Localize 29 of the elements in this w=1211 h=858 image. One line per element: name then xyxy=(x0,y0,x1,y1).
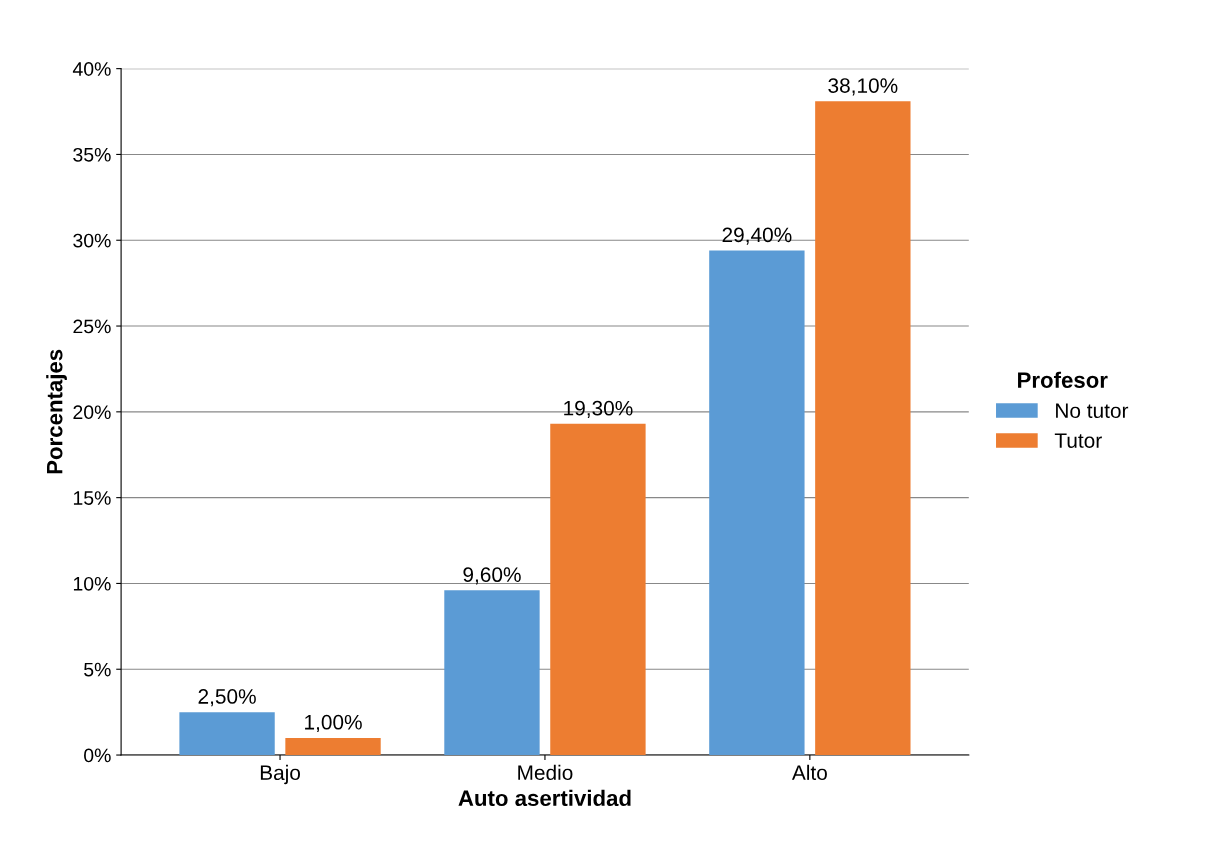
data-label: 29,40% xyxy=(722,227,792,245)
bar xyxy=(285,737,381,756)
bar xyxy=(444,590,540,756)
x-tick-label: Alto xyxy=(791,764,827,781)
bar xyxy=(550,423,646,756)
y-tick-label: 20% xyxy=(73,405,111,420)
bar xyxy=(815,101,911,756)
y-tick-label: 40% xyxy=(72,62,111,76)
y-tick-label: 30% xyxy=(73,233,111,248)
y-tick-label: 25% xyxy=(73,319,111,334)
data-label: 1,00% xyxy=(305,714,362,733)
y-tick-label: 5% xyxy=(84,662,111,677)
y-tick-label: 35% xyxy=(73,147,111,162)
bar xyxy=(709,250,805,756)
data-label: 9,60% xyxy=(463,567,521,585)
y-tick-label: 10% xyxy=(73,576,111,591)
legend-title: Profesor xyxy=(1018,371,1108,388)
legend-label: No tutor xyxy=(1056,403,1129,419)
bar xyxy=(179,712,275,756)
y-axis-title: Porcentajes xyxy=(46,349,67,474)
x-axis-title: Auto asertividad xyxy=(458,789,631,807)
data-label: 19,30% xyxy=(564,400,633,419)
x-tick-label: Medio xyxy=(518,764,573,781)
data-label: 2,50% xyxy=(198,689,256,707)
y-tick-label: 15% xyxy=(73,491,111,505)
x-tick-label: Bajo xyxy=(260,764,301,785)
data-label: 38,10% xyxy=(828,78,898,96)
y-tick-label: 0% xyxy=(84,748,111,763)
legend-label: Tutor xyxy=(1054,433,1102,448)
